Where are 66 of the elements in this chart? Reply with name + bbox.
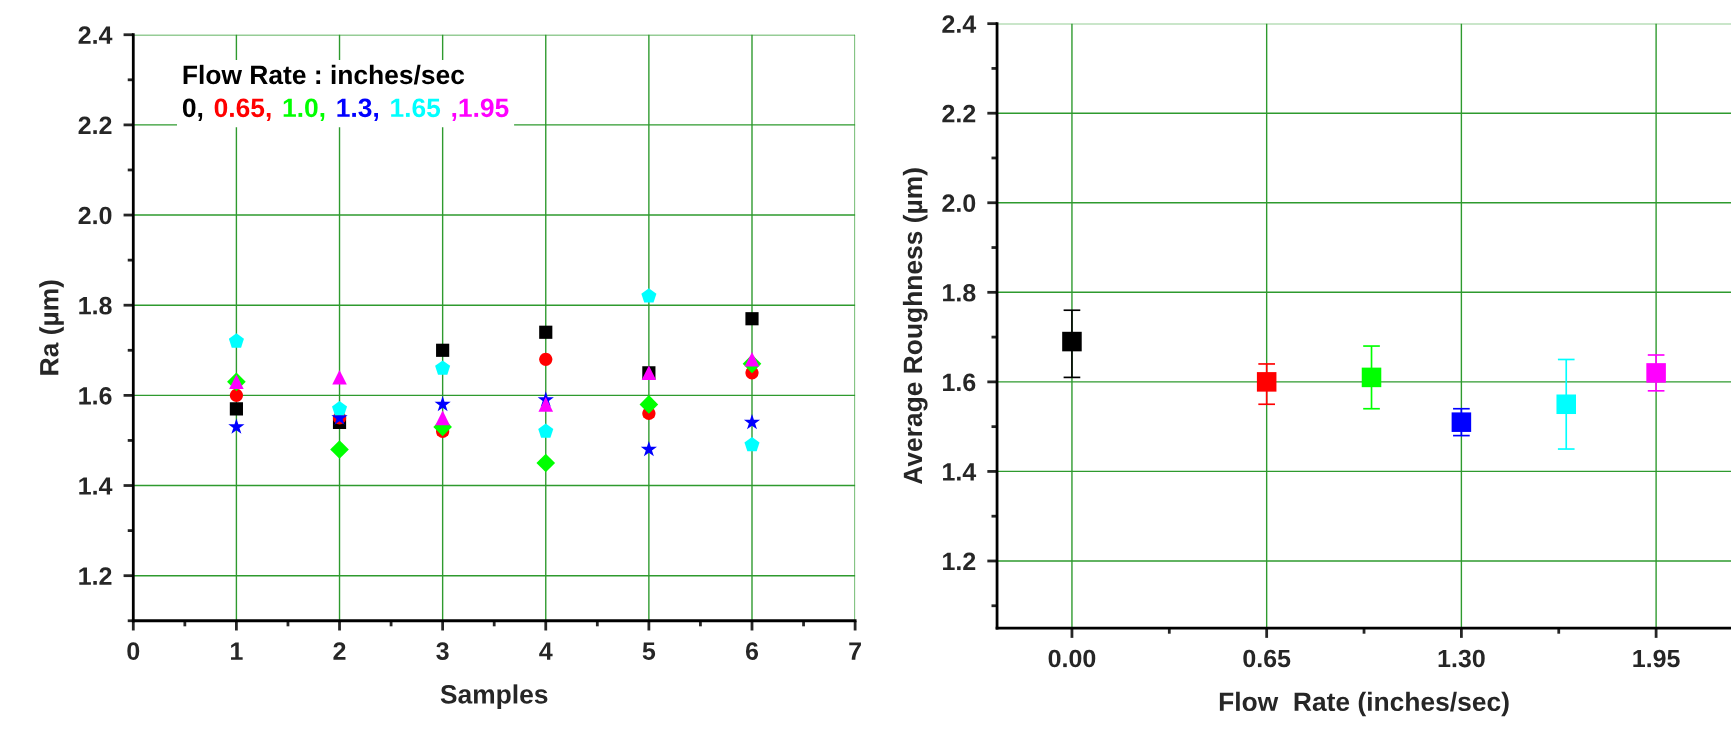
y-axis-title: Ra (µm) xyxy=(39,280,64,375)
point xyxy=(641,288,657,303)
point xyxy=(744,437,760,452)
point xyxy=(1451,412,1472,432)
point xyxy=(745,312,759,326)
y-tick-label: 2.4 xyxy=(78,26,113,44)
point xyxy=(640,440,657,457)
x-tick-label: 5 xyxy=(642,642,656,660)
text: 1.65 xyxy=(391,98,441,118)
y-tick-label: 1.8 xyxy=(79,296,112,315)
y-tick-label: 2.0 xyxy=(942,194,976,213)
text: ,1.95 xyxy=(452,98,509,121)
y-tick-label: 1.4 xyxy=(943,463,977,481)
y-tick-label: 2.2 xyxy=(78,116,112,134)
point xyxy=(744,352,760,367)
point xyxy=(539,352,553,366)
point xyxy=(228,418,245,434)
text: 1.0, xyxy=(283,98,325,121)
point xyxy=(229,388,243,402)
x-tick-label: 4 xyxy=(539,642,553,660)
point xyxy=(538,397,554,412)
point xyxy=(228,333,244,348)
point xyxy=(436,343,450,357)
x-tick-label: 7 xyxy=(849,642,861,660)
y-tick-label: 1.2 xyxy=(79,567,112,585)
y-tick-label: 2.4 xyxy=(942,15,977,33)
y-tick-label: 2.0 xyxy=(78,206,112,225)
point xyxy=(1556,394,1577,415)
x-tick-label: 0 xyxy=(127,642,140,660)
x-tick-label: 2 xyxy=(333,642,346,660)
point xyxy=(1361,367,1382,388)
y-tick-label: 1.2 xyxy=(943,552,976,571)
x-tick-label: 3 xyxy=(436,642,449,660)
point xyxy=(538,423,554,438)
text: 0.65, xyxy=(214,98,271,121)
point xyxy=(331,400,348,416)
point xyxy=(332,370,347,385)
x-tick-label: 1.95 xyxy=(1633,649,1680,668)
x-tick-label: 6 xyxy=(745,642,759,660)
y-tick-label: 1.6 xyxy=(79,386,112,405)
point xyxy=(229,402,243,416)
y-tick-label: 1.6 xyxy=(943,373,976,392)
point xyxy=(743,413,761,430)
point xyxy=(539,325,553,339)
y-tick-label: 2.2 xyxy=(942,104,976,123)
x-axis-title: Samples xyxy=(440,684,548,709)
x-tick-label: 1 xyxy=(231,642,243,660)
y-tick-label: 1.4 xyxy=(79,477,113,495)
point xyxy=(536,453,556,473)
text: 1.3, xyxy=(337,98,378,121)
x-tick-label: 1.30 xyxy=(1438,649,1485,668)
x-tick-label: 0.00 xyxy=(1048,649,1096,668)
x-tick-label: 0.65 xyxy=(1243,649,1291,668)
point xyxy=(435,360,451,375)
x-axis-title: Flow Rate (inches/sec) xyxy=(1219,691,1509,717)
y-axis-title: Average Roughness (µm) xyxy=(902,168,928,485)
legend-title: Flow Rate : inches/sec xyxy=(183,64,465,85)
point xyxy=(1062,331,1082,352)
point xyxy=(435,410,450,426)
point xyxy=(434,395,451,412)
point xyxy=(1256,372,1277,392)
y-tick-label: 1.8 xyxy=(943,283,976,302)
point xyxy=(639,395,659,414)
point xyxy=(330,440,349,459)
text: 0, xyxy=(182,98,203,121)
point xyxy=(1646,363,1666,383)
